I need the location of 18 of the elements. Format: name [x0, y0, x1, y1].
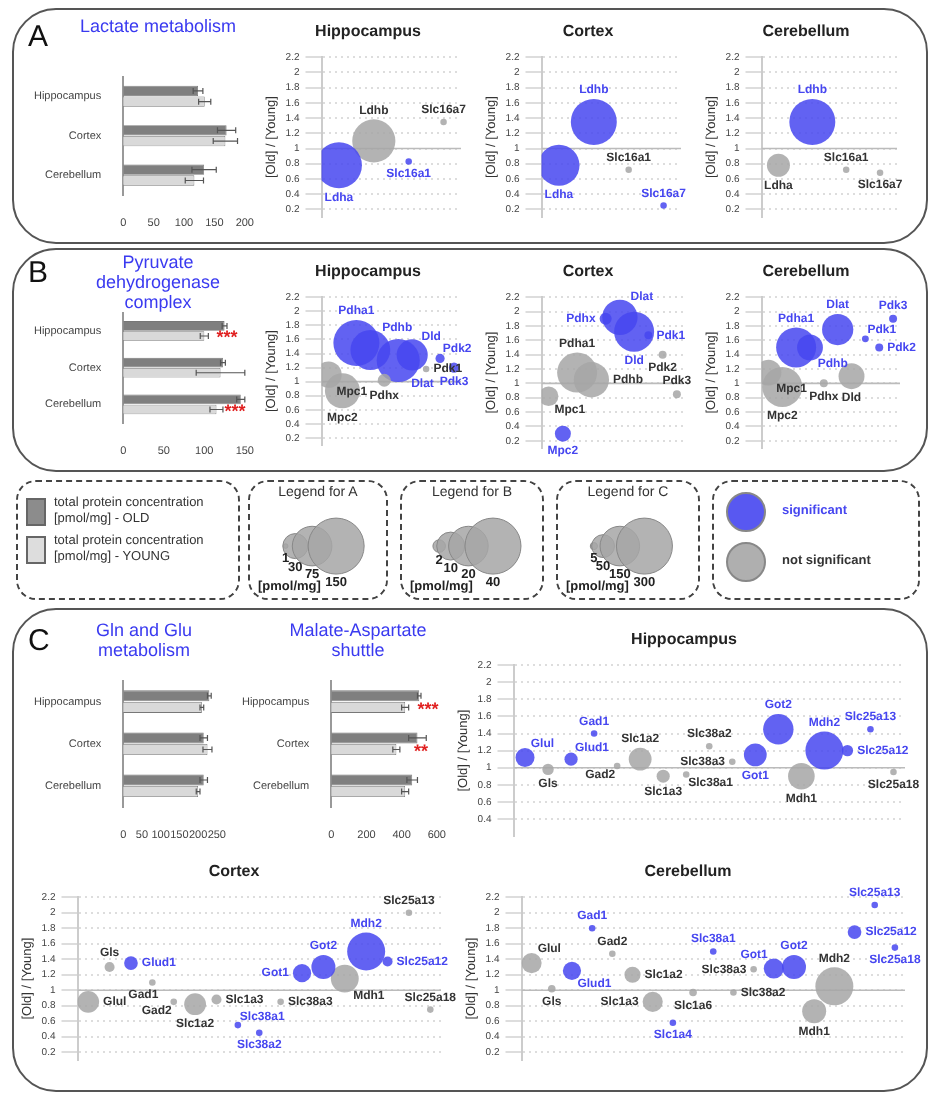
annotation: ***	[224, 400, 247, 421]
text: C	[28, 624, 50, 658]
chart-title: Malate-Aspartate shuttle	[287, 620, 429, 660]
annotation: ***	[216, 327, 239, 348]
annotation: **	[413, 741, 429, 762]
chart-title: Cortex	[562, 22, 615, 41]
chart-title: Lactate metabolism	[79, 16, 237, 36]
chart-title: Hippocampus	[315, 262, 422, 281]
chart-title: Pyruvate dehydrogenase complex	[95, 252, 221, 312]
chart-title: Cortex	[208, 862, 261, 881]
chart-title: Cortex	[562, 262, 615, 281]
text: A	[28, 20, 49, 54]
chart-title: Cerebellum	[762, 22, 850, 41]
chart-title: Gln and Glu metabolism	[95, 620, 193, 660]
text: B	[28, 256, 49, 290]
chart-title: Hippocampus	[315, 22, 422, 41]
annotation: ***	[417, 699, 440, 720]
chart-title: Cerebellum	[762, 262, 850, 281]
